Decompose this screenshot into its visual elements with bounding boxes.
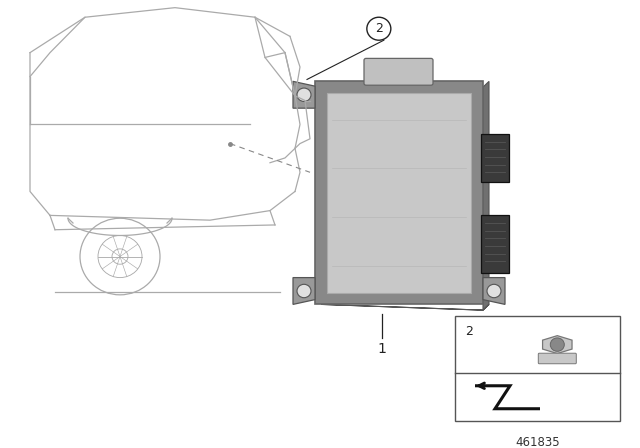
FancyBboxPatch shape: [538, 353, 576, 364]
Text: 2: 2: [375, 22, 383, 35]
Text: 1: 1: [378, 342, 387, 357]
FancyBboxPatch shape: [364, 58, 433, 85]
Polygon shape: [543, 336, 572, 353]
Circle shape: [487, 284, 501, 298]
FancyBboxPatch shape: [327, 93, 471, 293]
Polygon shape: [321, 304, 489, 310]
Text: 2: 2: [465, 325, 473, 338]
Polygon shape: [483, 82, 489, 310]
Circle shape: [297, 88, 311, 101]
Polygon shape: [293, 278, 315, 304]
FancyBboxPatch shape: [455, 316, 620, 421]
Polygon shape: [483, 278, 505, 304]
Polygon shape: [293, 82, 315, 108]
Circle shape: [367, 17, 391, 40]
FancyBboxPatch shape: [315, 82, 483, 304]
FancyBboxPatch shape: [481, 215, 509, 273]
FancyBboxPatch shape: [481, 134, 509, 182]
Circle shape: [297, 284, 311, 298]
Circle shape: [550, 338, 564, 351]
Text: 461835: 461835: [515, 436, 560, 448]
